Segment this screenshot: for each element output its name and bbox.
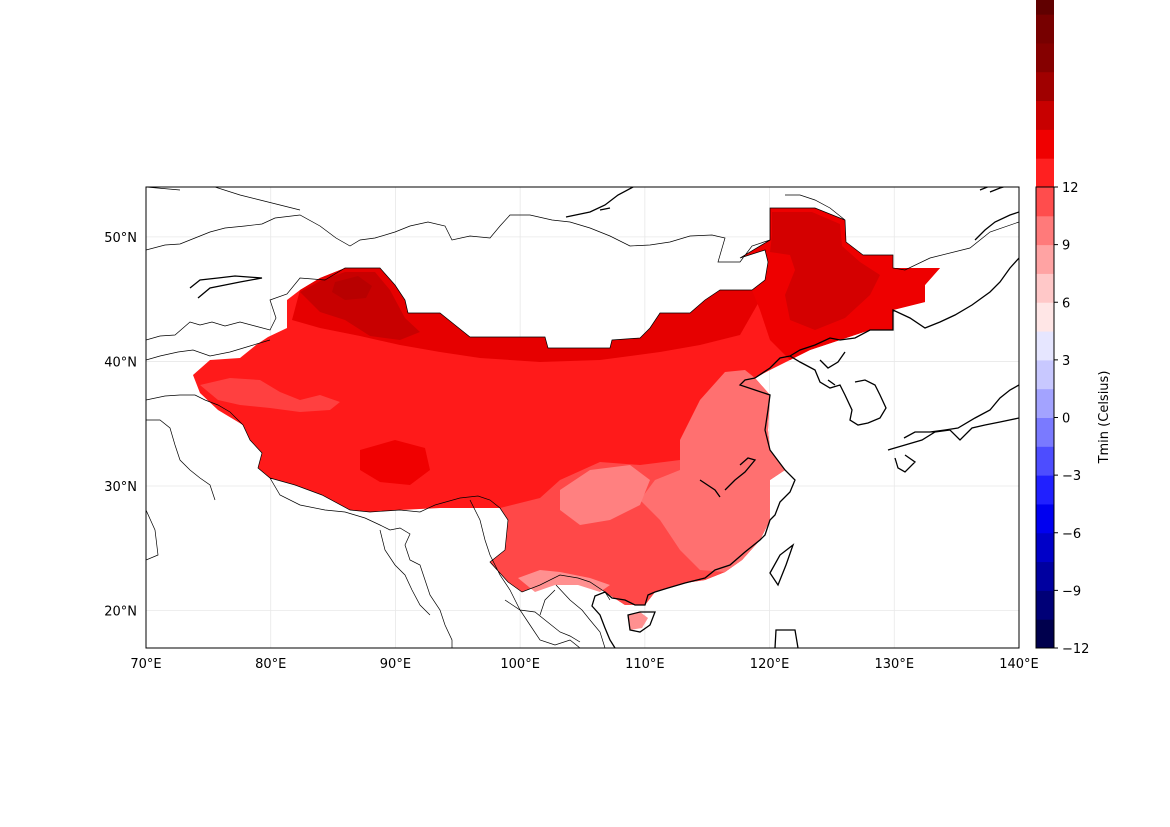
colorbar-bands xyxy=(1036,0,1054,649)
colorbar-band xyxy=(1036,619,1054,649)
colorbar-band xyxy=(1036,417,1054,447)
field-sichuan-light xyxy=(560,465,650,525)
colorbar-band xyxy=(1036,42,1054,73)
colorbar-tick-label: −12 xyxy=(1062,642,1089,657)
colorbar-tick-label: 3 xyxy=(1062,354,1070,369)
lat-axis: 20°N 30°N 40°N 50°N xyxy=(104,231,137,620)
colorbar-band xyxy=(1036,215,1054,246)
lon-tick-label: 120°E xyxy=(750,657,790,672)
field-west-band xyxy=(200,378,340,412)
colorbar-band xyxy=(1036,590,1054,620)
coastlines xyxy=(189,187,1019,648)
colorbar-band xyxy=(1036,388,1054,418)
colorbar-ticks: 12 9 6 3 0 −3 −6 −9 −12 xyxy=(1054,181,1089,657)
colorbar-band xyxy=(1036,302,1054,332)
colorbar-band xyxy=(1036,532,1054,563)
lon-tick-label: 70°E xyxy=(130,657,161,672)
colorbar-band xyxy=(1036,129,1054,159)
field-spot-1 xyxy=(332,276,372,300)
colorbar-tick-label: −6 xyxy=(1062,527,1081,542)
lat-tick-label: 30°N xyxy=(104,480,137,495)
tmin-field xyxy=(193,208,940,630)
lon-tick-label: 130°E xyxy=(875,657,915,672)
field-northeast-core xyxy=(770,212,880,330)
colorbar-band xyxy=(1036,187,1054,217)
colorbar-band xyxy=(1036,561,1054,591)
sea-inlet-bohai xyxy=(819,351,846,386)
field-east-light xyxy=(640,370,785,572)
colorbar-band xyxy=(1036,446,1054,476)
colorbar-band xyxy=(1036,71,1054,102)
colorbar-tick-label: 9 xyxy=(1062,239,1070,254)
lon-tick-label: 140°E xyxy=(999,657,1039,672)
lon-tick-label: 110°E xyxy=(625,657,665,672)
colorbar-tick-label: 12 xyxy=(1062,181,1079,196)
field-band-north xyxy=(292,268,760,362)
lon-tick-label: 90°E xyxy=(380,657,411,672)
field-tarim-core xyxy=(300,272,420,340)
lat-tick-label: 40°N xyxy=(104,355,137,370)
country-borders xyxy=(146,187,1019,648)
colorbar-band xyxy=(1036,100,1054,130)
colorbar-band xyxy=(1036,244,1054,274)
lon-tick-label: 80°E xyxy=(255,657,286,672)
colorbar-band xyxy=(1036,359,1054,390)
colorbar-band xyxy=(1036,158,1054,188)
colorbar: 12 9 6 3 0 −3 −6 −9 −12 Tmin (Celsius) xyxy=(1035,0,1112,657)
colorbar-label: Tmin (Celsius) xyxy=(1097,371,1112,465)
colorbar-band xyxy=(1036,0,1054,15)
lat-tick-label: 20°N xyxy=(104,605,137,620)
map-frame xyxy=(145,186,1020,649)
colorbar-band xyxy=(1036,14,1054,44)
field-hainan xyxy=(628,612,648,630)
map-lines xyxy=(146,187,1019,648)
colorbar-band xyxy=(1036,503,1054,534)
colorbar-tick-label: −3 xyxy=(1062,469,1081,484)
colorbar-tick-label: 6 xyxy=(1062,296,1070,311)
colorbar-tick-label: −9 xyxy=(1062,584,1081,599)
lon-tick-label: 100°E xyxy=(500,657,540,672)
colorbar-band xyxy=(1036,273,1054,303)
colorbar-band xyxy=(1036,475,1054,505)
lon-axis: 70°E 80°E 90°E 100°E 110°E 120°E 130°E 140°E xyxy=(130,657,1038,672)
field-tibet-dark xyxy=(360,440,430,485)
field-south-coast-light xyxy=(518,570,610,592)
lat-tick-label: 50°N xyxy=(104,231,137,246)
colorbar-tick-label: 0 xyxy=(1062,412,1070,427)
colorbar-band xyxy=(1036,331,1054,361)
map-axes: 70°E 80°E 90°E 100°E 110°E 120°E 130°E 140°E 20… xyxy=(104,186,1039,672)
